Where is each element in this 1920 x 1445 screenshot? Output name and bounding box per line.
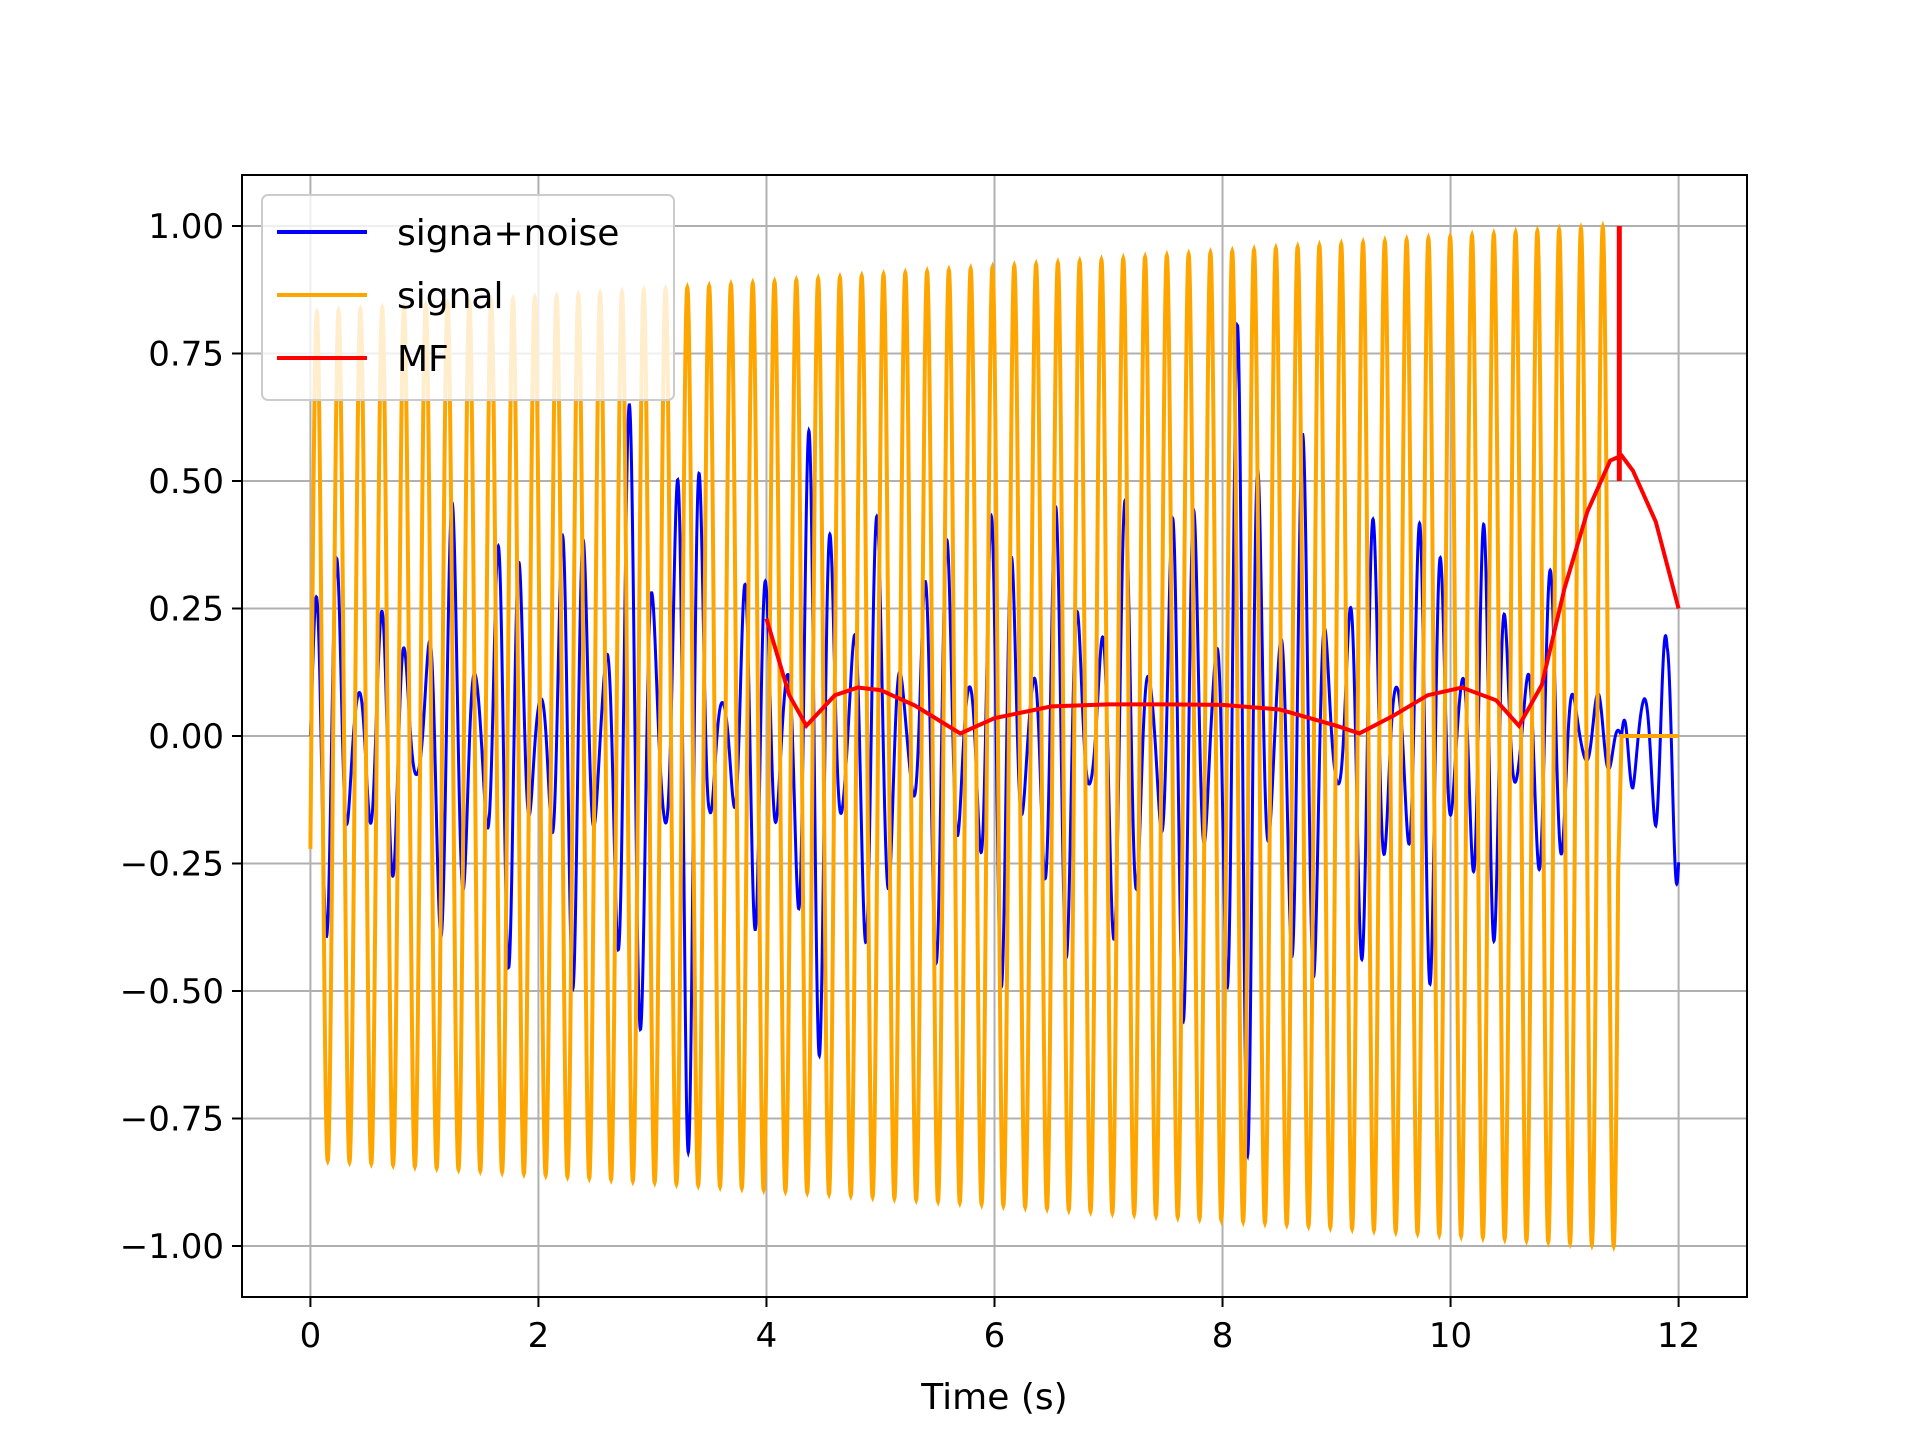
x-tick-label: 12 bbox=[1657, 1316, 1700, 1356]
y-tick-label: −0.75 bbox=[120, 1100, 224, 1140]
series-signal-line bbox=[308, 220, 1679, 1253]
y-tick-label: 0.50 bbox=[148, 462, 224, 502]
legend-box bbox=[261, 194, 675, 401]
y-tick-label: −1.00 bbox=[120, 1227, 224, 1267]
y-tick-label: 0.25 bbox=[148, 590, 224, 630]
series-mf-line bbox=[764, 453, 1681, 736]
x-tick-label: 0 bbox=[300, 1316, 322, 1356]
y-tick-label: 0.00 bbox=[148, 717, 224, 757]
legend-label: signa+noise bbox=[397, 213, 619, 254]
x-tick-label: 8 bbox=[1212, 1316, 1234, 1356]
tick-layer: 0 2 4 6 8 10 12 −1.00 −0.75 −0.50 −0.25 0.00 0.25 0.5… bbox=[120, 207, 1700, 1356]
x-tick-label: 10 bbox=[1429, 1316, 1472, 1356]
series-layer bbox=[308, 220, 1681, 1253]
legend-label: MF bbox=[397, 339, 449, 380]
y-tick-label: 1.00 bbox=[148, 207, 224, 247]
y-tick-label: −0.50 bbox=[120, 972, 224, 1012]
legend: signa+noise signal MF bbox=[261, 194, 675, 401]
x-tick-label: 2 bbox=[528, 1316, 550, 1356]
legend-label: signal bbox=[397, 276, 504, 317]
x-tick-label: 4 bbox=[756, 1316, 778, 1356]
y-tick-label: 0.75 bbox=[148, 335, 224, 375]
y-tick-label: −0.25 bbox=[120, 845, 224, 885]
x-axis-label: Time (s) bbox=[920, 1377, 1067, 1418]
x-tick-label: 6 bbox=[984, 1316, 1006, 1356]
